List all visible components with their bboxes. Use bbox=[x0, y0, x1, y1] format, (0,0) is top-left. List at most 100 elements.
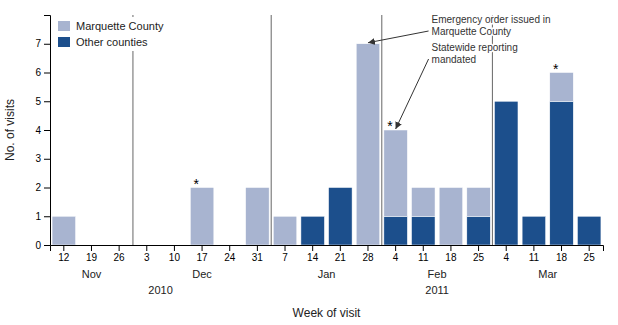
bar-series bbox=[301, 101, 601, 245]
x-tick-mark bbox=[312, 245, 313, 251]
y-tick-label: 3 bbox=[35, 153, 41, 164]
x-tick: 11 bbox=[418, 245, 429, 263]
y-tick-mark bbox=[44, 159, 50, 160]
x-tick: 11 bbox=[529, 245, 540, 263]
plot: 1219263101724317142128411182541118250123… bbox=[35, 14, 603, 296]
x-tick-label: 26 bbox=[114, 252, 126, 263]
x-tick-label: 21 bbox=[335, 252, 347, 263]
legend-swatch bbox=[58, 37, 70, 47]
x-tick-mark bbox=[506, 245, 507, 251]
x-tick-mark bbox=[423, 245, 424, 251]
x-tick-label: 14 bbox=[307, 252, 319, 263]
x-axis-line bbox=[51, 246, 604, 252]
footnote-mark: * bbox=[387, 118, 393, 134]
x-tick-label: 4 bbox=[393, 252, 399, 263]
x-tick: 17 bbox=[197, 245, 209, 263]
bar bbox=[467, 216, 491, 245]
bar bbox=[52, 216, 76, 245]
month-label: Nov bbox=[82, 268, 102, 280]
bar bbox=[494, 101, 518, 245]
x-tick-mark bbox=[202, 245, 203, 251]
y-tick-mark bbox=[44, 44, 50, 45]
x-tick: 26 bbox=[114, 245, 126, 263]
bar bbox=[273, 216, 297, 245]
bar bbox=[439, 188, 463, 246]
x-tick-label: 11 bbox=[418, 252, 429, 263]
bar bbox=[356, 44, 380, 245]
x-tick-label: 18 bbox=[445, 252, 457, 263]
footnote-mark: * bbox=[553, 61, 559, 77]
annotation-line: Statewide reporting bbox=[432, 42, 518, 53]
y-tick-label: 4 bbox=[35, 125, 41, 136]
bar bbox=[522, 216, 546, 245]
footnote-mark: * bbox=[194, 176, 200, 192]
x-tick-mark bbox=[285, 245, 286, 251]
month-label: Jan bbox=[318, 268, 336, 280]
legend-swatch bbox=[58, 21, 70, 31]
x-tick-label: 19 bbox=[86, 252, 98, 263]
y-tick-label: 6 bbox=[35, 67, 41, 78]
bar bbox=[384, 130, 408, 216]
x-tick-mark bbox=[63, 245, 64, 251]
x-tick-label: 25 bbox=[584, 252, 596, 263]
x-tick: 24 bbox=[224, 245, 236, 263]
y-tick-mark bbox=[44, 188, 50, 189]
y-tick: 1 bbox=[35, 211, 50, 222]
x-tick: 19 bbox=[86, 245, 98, 263]
x-tick: 28 bbox=[362, 245, 374, 263]
bar bbox=[550, 101, 574, 245]
y-axis-title: No. of visits bbox=[3, 99, 17, 161]
bars bbox=[52, 44, 601, 245]
legend-label: Marquette County bbox=[76, 20, 164, 32]
annotation: Emergency order issued inMarquette Count… bbox=[432, 14, 551, 37]
x-tick: 12 bbox=[58, 245, 70, 263]
x-tick: 25 bbox=[473, 245, 485, 263]
y-tick-mark bbox=[44, 216, 50, 217]
legend: Marquette CountyOther counties bbox=[55, 17, 167, 51]
bar bbox=[301, 216, 325, 245]
x-tick-label: 17 bbox=[197, 252, 209, 263]
x-tick: 10 bbox=[169, 245, 181, 263]
x-tick-mark bbox=[450, 245, 451, 251]
bar bbox=[329, 188, 353, 246]
month-label: Feb bbox=[428, 268, 447, 280]
x-tick-mark bbox=[229, 245, 230, 251]
x-tick-label: 7 bbox=[282, 252, 288, 263]
x-tick: 25 bbox=[584, 245, 596, 263]
y-tick: 3 bbox=[35, 153, 50, 164]
x-tick: 4 bbox=[503, 245, 509, 263]
bar bbox=[246, 188, 270, 246]
x-tick-mark bbox=[367, 245, 368, 251]
x-tick: 4 bbox=[393, 245, 399, 263]
x-tick: 18 bbox=[556, 245, 568, 263]
chart-container: 1219263101724317142128411182541118250123… bbox=[0, 0, 618, 325]
x-tick-label: 12 bbox=[58, 252, 70, 263]
month-label: Mar bbox=[538, 268, 557, 280]
y-tick-label: 2 bbox=[35, 182, 41, 193]
x-tick-mark bbox=[340, 245, 341, 251]
y-tick-mark bbox=[44, 73, 50, 74]
x-tick: 3 bbox=[144, 245, 150, 263]
bar bbox=[190, 188, 214, 246]
x-tick-mark bbox=[174, 245, 175, 251]
annotation-line: Emergency order issued in bbox=[432, 14, 551, 25]
month-divider bbox=[381, 15, 382, 245]
x-tick-mark bbox=[533, 245, 534, 251]
y-tick-mark bbox=[44, 101, 50, 102]
x-tick-label: 10 bbox=[169, 252, 181, 263]
y-axis: 01234567 bbox=[35, 16, 50, 251]
bar bbox=[577, 216, 601, 245]
x-tick-label: 24 bbox=[224, 252, 236, 263]
bar bbox=[384, 216, 408, 245]
x-tick-label: 18 bbox=[556, 252, 568, 263]
y-tick: 2 bbox=[35, 182, 50, 193]
y-axis-line bbox=[44, 16, 51, 246]
month-divider bbox=[271, 15, 272, 245]
year-label: 2011 bbox=[425, 284, 449, 296]
x-tick-mark bbox=[478, 245, 479, 251]
x-tick: 18 bbox=[445, 245, 457, 263]
y-tick: 6 bbox=[35, 67, 50, 78]
legend-background bbox=[55, 17, 167, 51]
x-tick-label: 3 bbox=[144, 252, 150, 263]
bar bbox=[412, 216, 436, 245]
